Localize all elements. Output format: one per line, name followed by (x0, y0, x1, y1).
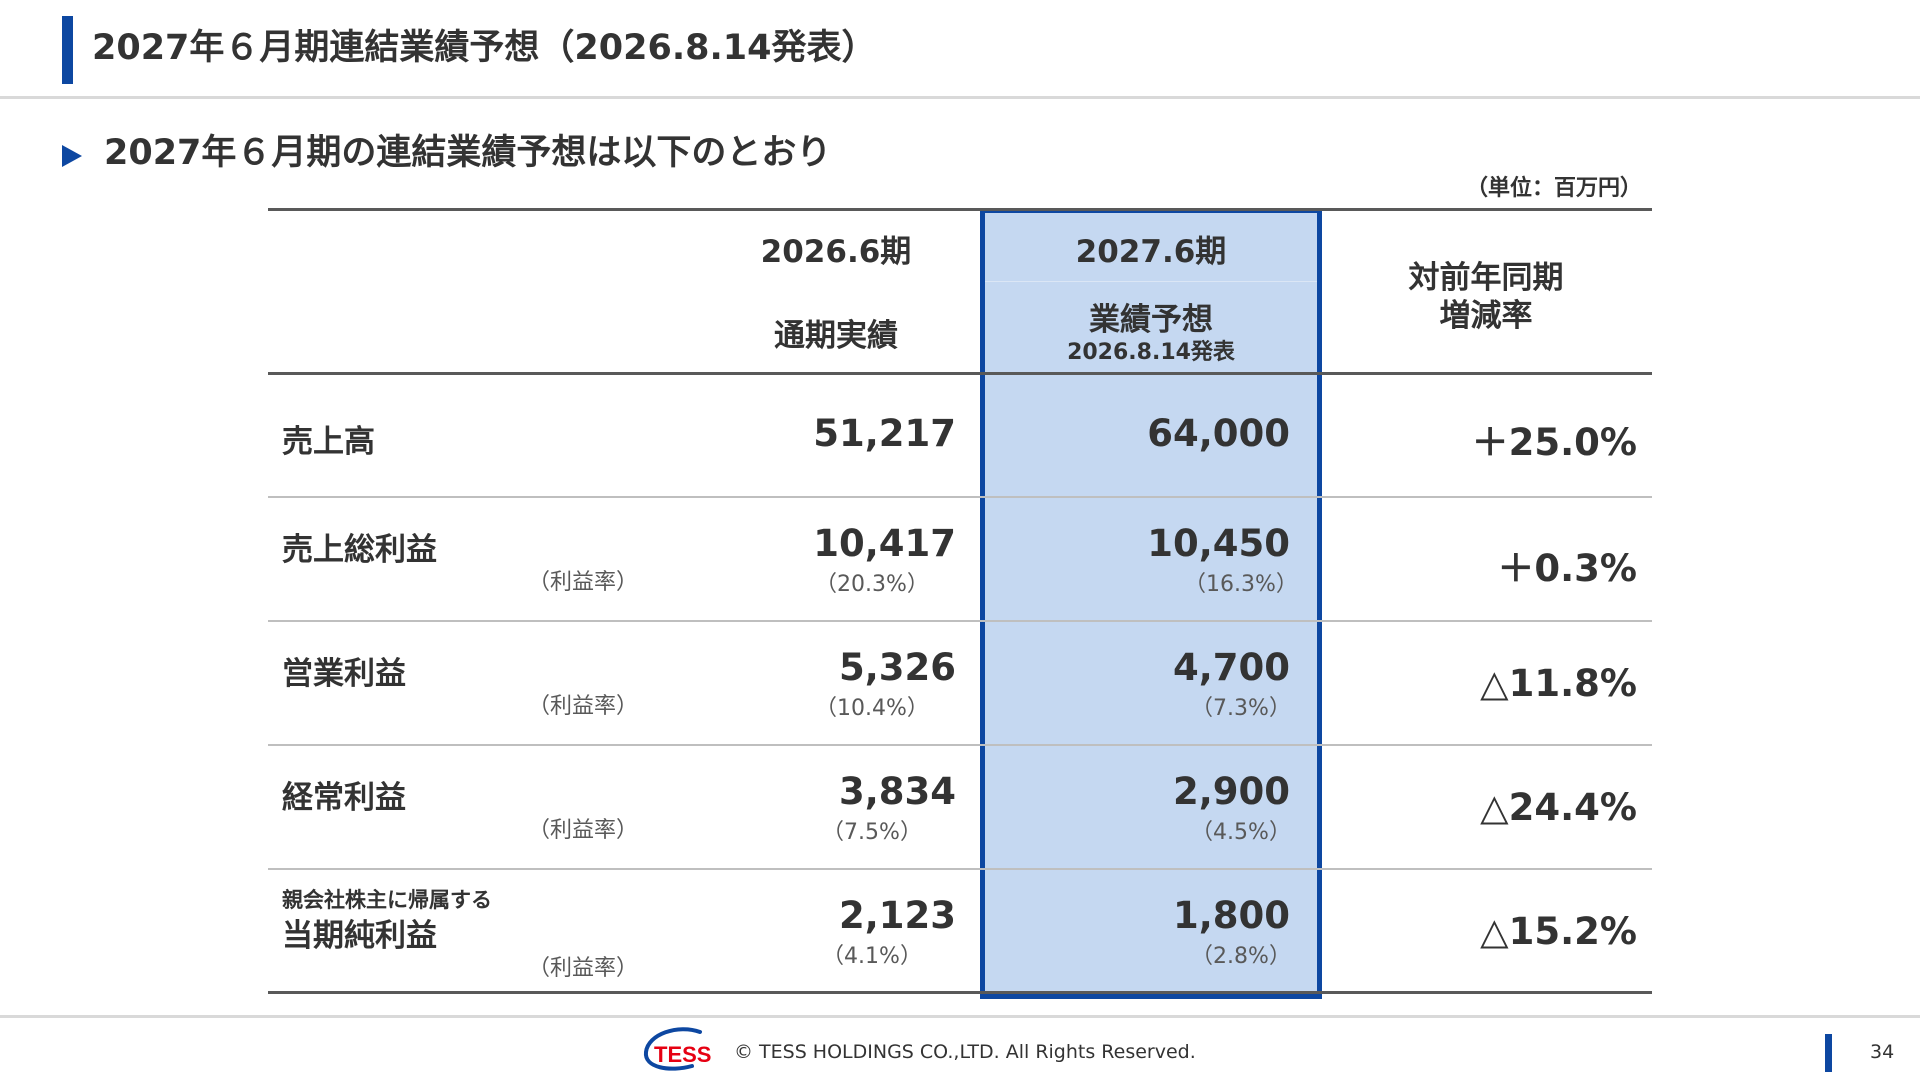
forecast-label-header: 業績予想 (1089, 302, 1213, 338)
operating-profit-forecast-ratio: （7.3%） (1191, 696, 1291, 721)
actual-label-header: 通期実績 (774, 318, 898, 354)
page-number-bar (1825, 1034, 1832, 1072)
operating-profit-ratio-label: （利益率） (528, 694, 639, 719)
forecast-column-highlight (980, 208, 1322, 999)
actual-period-header: 2026.6期 (760, 234, 912, 270)
ordinary-profit-change: △24.4% (1480, 786, 1637, 829)
copyright-text: © TESS HOLDINGS CO.,LTD. All Rights Rese… (734, 1041, 1196, 1063)
net-income-forecast-ratio: （2.8%） (1191, 944, 1291, 969)
operating-profit-forecast: 4,700 (1172, 646, 1290, 689)
gross-profit-change: ＋0.3% (1497, 547, 1637, 590)
operating-profit-actual: 5,326 (838, 646, 956, 689)
row-label-ordinary-profit: 経常利益 (282, 780, 406, 816)
row-label-net-sales: 売上高 (282, 424, 375, 460)
footer-divider (0, 1015, 1920, 1018)
net-income-ratio-label: （利益率） (528, 956, 639, 981)
page-number: 34 (1870, 1041, 1895, 1063)
ordinary-profit-forecast: 2,900 (1172, 770, 1290, 813)
forecast-announce-date: 2026.8.14発表 (1067, 340, 1235, 365)
ordinary-profit-actual: 3,834 (838, 770, 956, 813)
tess-logo: TESS (643, 1027, 711, 1071)
gross-profit-ratio-label: （利益率） (528, 570, 639, 595)
gross-profit-actual-ratio: （20.3%） (815, 572, 929, 597)
table-row-rule (268, 496, 1652, 498)
row-label-gross-profit: 売上総利益 (282, 532, 437, 568)
net-sales-forecast: 64,000 (1147, 412, 1290, 455)
gross-profit-forecast: 10,450 (1147, 522, 1290, 565)
table-top-rule (268, 208, 1652, 211)
title-accent-bar (62, 16, 73, 84)
net-sales-actual: 51,217 (813, 412, 956, 455)
table-header-rule (268, 372, 1652, 375)
gross-profit-actual: 10,417 (813, 522, 956, 565)
ordinary-profit-ratio-label: （利益率） (528, 818, 639, 843)
forecast-table: 2026.6期 通期実績 2027.6期 業績予想 2026.8.14発表 対前… (268, 208, 1652, 999)
table-row-rule (268, 868, 1652, 870)
table-row-rule (268, 744, 1652, 746)
section-subtitle: 2027年６月期の連結業績予想は以下のとおり (104, 133, 832, 173)
title-divider (0, 96, 1920, 99)
forecast-period-header: 2027.6期 (1075, 234, 1227, 270)
net-income-change: △15.2% (1480, 910, 1637, 953)
row-label-net-income: 当期純利益 (282, 918, 437, 954)
bullet-triangle-icon (62, 145, 82, 167)
net-income-actual-ratio: （4.1%） (822, 944, 922, 969)
unit-note: （単位：百万円） (1465, 176, 1642, 201)
ordinary-profit-actual-ratio: （7.5%） (822, 820, 922, 845)
ordinary-profit-forecast-ratio: （4.5%） (1191, 820, 1291, 845)
row-label-operating-profit: 営業利益 (282, 656, 406, 692)
logo-text: TESS (654, 1042, 711, 1067)
table-row-rule (268, 620, 1652, 622)
change-header-line2: 増減率 (1439, 298, 1533, 334)
net-sales-change: ＋25.0% (1471, 421, 1637, 464)
net-income-actual: 2,123 (838, 894, 956, 937)
gross-profit-forecast-ratio: （16.3%） (1184, 572, 1298, 597)
change-header-line1: 対前年同期 (1408, 260, 1564, 296)
table-bottom-rule (268, 991, 1652, 994)
operating-profit-actual-ratio: （10.4%） (815, 696, 929, 721)
forecast-header-separator (985, 281, 1317, 282)
net-income-sublabel: 親会社株主に帰属する (282, 888, 492, 912)
page-title: 2027年６月期連結業績予想（2026.8.14発表） (92, 28, 877, 68)
net-income-forecast: 1,800 (1172, 894, 1290, 937)
operating-profit-change: △11.8% (1480, 662, 1637, 705)
